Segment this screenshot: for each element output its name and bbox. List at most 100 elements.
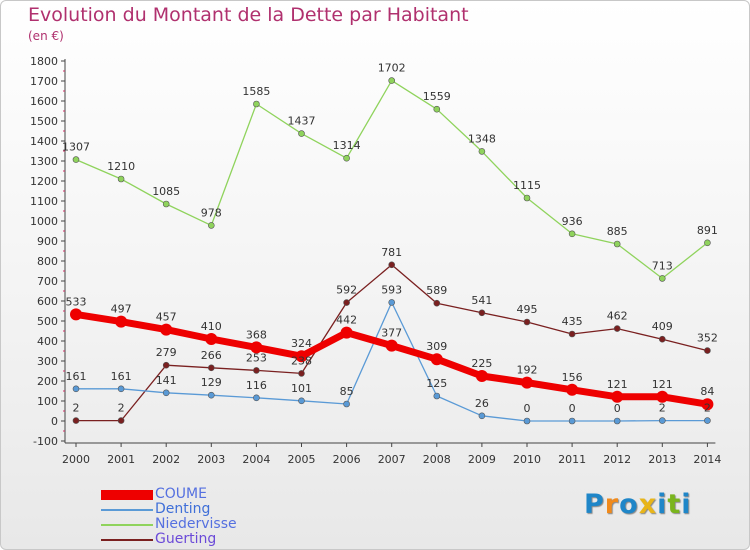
data-point-denting bbox=[117, 385, 125, 393]
legend-label: Niedervisse bbox=[155, 516, 237, 532]
data-label-niedervisse: 1585 bbox=[242, 85, 270, 98]
data-label-denting: 0 bbox=[614, 402, 621, 415]
data-point-niedervisse bbox=[568, 230, 576, 238]
data-label-denting: 141 bbox=[156, 374, 177, 387]
y-tick-label: -100 bbox=[33, 435, 58, 448]
logo-letter: i bbox=[681, 489, 692, 520]
x-tick-label: 2011 bbox=[558, 453, 586, 466]
data-point-denting bbox=[704, 417, 711, 424]
data-label-niedervisse: 1307 bbox=[62, 141, 90, 154]
data-label-coume: 457 bbox=[156, 311, 177, 324]
data-point-guerting bbox=[253, 367, 260, 374]
data-point-denting bbox=[253, 394, 260, 402]
y-tick-label: 1300 bbox=[30, 155, 58, 168]
data-label-coume: 324 bbox=[291, 337, 312, 350]
chart-subtitle: (en €) bbox=[28, 29, 64, 43]
data-point-niedervisse bbox=[433, 105, 441, 113]
data-point-niedervisse bbox=[613, 240, 621, 248]
y-tick-label: 1800 bbox=[30, 55, 58, 68]
y-tick-label: 800 bbox=[37, 255, 58, 268]
data-point-niedervisse bbox=[478, 148, 486, 155]
data-point-guerting bbox=[298, 370, 305, 377]
x-tick-label: 2000 bbox=[62, 453, 90, 466]
data-point-coume bbox=[340, 326, 353, 339]
data-label-guerting: 238 bbox=[291, 354, 312, 367]
legend-swatch bbox=[101, 524, 153, 526]
data-point-niedervisse bbox=[208, 222, 215, 229]
data-label-guerting: 409 bbox=[652, 320, 673, 333]
data-point-coume bbox=[566, 383, 579, 396]
data-point-coume bbox=[160, 323, 173, 336]
data-point-guerting bbox=[568, 330, 576, 338]
data-point-niedervisse bbox=[523, 194, 531, 202]
data-label-niedervisse: 885 bbox=[607, 225, 628, 238]
x-tick-label: 2001 bbox=[107, 453, 135, 466]
data-point-guerting bbox=[704, 347, 711, 354]
data-point-niedervisse bbox=[343, 154, 350, 162]
data-label-denting: 2 bbox=[659, 402, 666, 415]
data-point-niedervisse bbox=[162, 200, 170, 208]
data-label-guerting: 352 bbox=[697, 332, 718, 345]
data-label-niedervisse: 1702 bbox=[378, 62, 406, 75]
data-label-niedervisse: 1348 bbox=[468, 132, 496, 145]
data-label-coume: 121 bbox=[607, 378, 628, 391]
data-point-coume bbox=[250, 341, 263, 354]
y-tick-label: 1100 bbox=[30, 195, 58, 208]
data-label-denting: 161 bbox=[66, 370, 87, 383]
data-label-niedervisse: 1437 bbox=[288, 115, 316, 128]
data-label-niedervisse: 1210 bbox=[107, 160, 135, 173]
data-label-coume: 84 bbox=[700, 385, 714, 398]
data-label-guerting: 495 bbox=[517, 303, 538, 316]
data-point-coume bbox=[385, 339, 398, 352]
data-label-denting: 0 bbox=[524, 402, 531, 415]
data-label-niedervisse: 936 bbox=[562, 215, 583, 228]
data-point-guerting bbox=[523, 318, 531, 326]
data-label-guerting: 253 bbox=[246, 351, 267, 364]
data-label-coume: 121 bbox=[652, 378, 673, 391]
data-point-coume bbox=[205, 333, 218, 345]
y-tick-label: 700 bbox=[37, 275, 58, 288]
data-point-guerting bbox=[343, 299, 350, 306]
proxiti-logo: Proxiti bbox=[584, 489, 692, 520]
y-tick-label: 1400 bbox=[30, 135, 58, 148]
data-point-guerting bbox=[388, 261, 396, 269]
data-label-niedervisse: 891 bbox=[697, 224, 718, 237]
data-point-niedervisse bbox=[253, 100, 260, 108]
x-tick-label: 2010 bbox=[513, 453, 541, 466]
data-label-coume: 442 bbox=[336, 314, 357, 327]
data-point-niedervisse bbox=[117, 175, 125, 183]
y-tick-label: 900 bbox=[37, 235, 58, 248]
y-tick-label: 1700 bbox=[30, 75, 58, 88]
legend-label: COUME bbox=[155, 486, 207, 502]
data-point-guerting bbox=[162, 361, 170, 369]
y-tick-label: 500 bbox=[37, 315, 58, 328]
data-point-denting bbox=[658, 417, 666, 424]
y-tick-label: 1600 bbox=[30, 95, 58, 108]
data-label-denting: 0 bbox=[569, 402, 576, 415]
data-point-niedervisse bbox=[72, 156, 80, 163]
data-point-denting bbox=[523, 417, 531, 425]
logo-letter: P bbox=[584, 489, 605, 520]
x-tick-label: 2007 bbox=[378, 453, 406, 466]
y-tick-label: 1000 bbox=[30, 215, 58, 228]
y-tick-label: 300 bbox=[37, 355, 58, 368]
data-label-denting: 101 bbox=[291, 382, 312, 395]
data-point-coume bbox=[521, 376, 533, 389]
data-label-coume: 225 bbox=[471, 357, 492, 370]
data-point-niedervisse bbox=[388, 77, 396, 84]
data-point-denting bbox=[72, 385, 80, 393]
data-label-denting: 26 bbox=[475, 397, 489, 410]
x-tick-label: 2009 bbox=[468, 453, 496, 466]
x-tick-label: 2006 bbox=[333, 453, 361, 466]
x-tick-label: 2004 bbox=[242, 453, 270, 466]
y-tick-label: 0 bbox=[51, 415, 58, 428]
data-label-guerting: 541 bbox=[471, 294, 492, 307]
x-tick-label: 2008 bbox=[423, 453, 451, 466]
y-tick-label: 400 bbox=[37, 335, 58, 348]
x-tick-label: 2003 bbox=[197, 453, 225, 466]
data-label-niedervisse: 1115 bbox=[513, 179, 541, 192]
data-label-guerting: 279 bbox=[156, 346, 177, 359]
data-point-guerting bbox=[658, 335, 666, 343]
